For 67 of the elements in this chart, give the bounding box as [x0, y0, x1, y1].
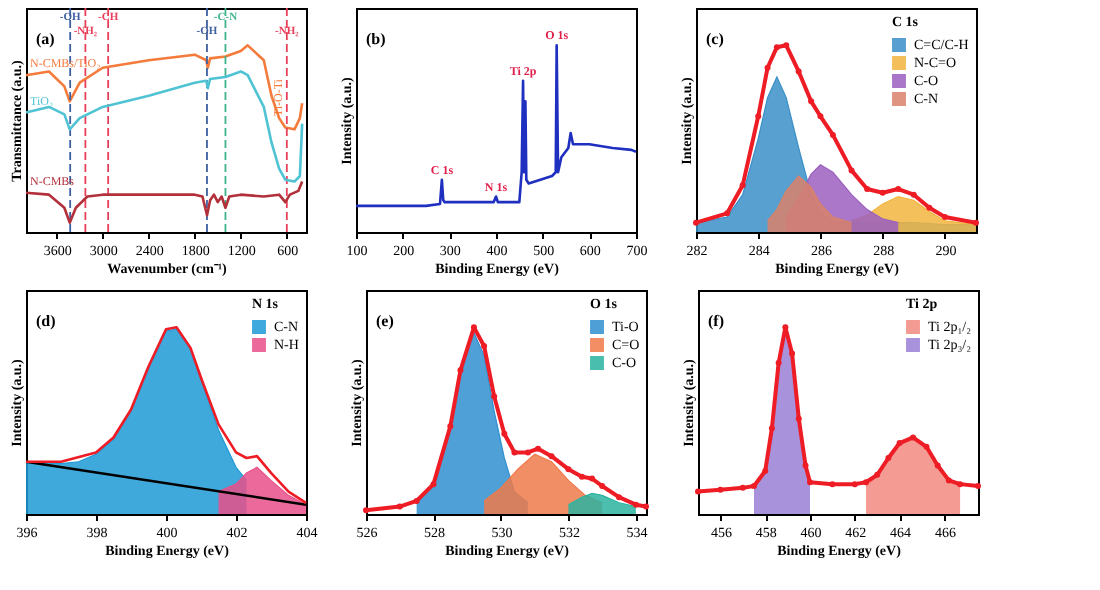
point [874, 471, 881, 478]
chart-title: (a) [36, 30, 56, 48]
point [511, 449, 518, 456]
point [926, 204, 933, 211]
point [501, 430, 508, 437]
point [599, 483, 606, 489]
point [643, 503, 649, 510]
point [693, 219, 699, 226]
point [879, 189, 886, 196]
point [632, 501, 639, 508]
point [910, 191, 917, 198]
point [762, 468, 769, 475]
point [535, 445, 542, 452]
point [848, 167, 855, 174]
point [775, 359, 782, 366]
point [524, 449, 531, 456]
point [413, 497, 420, 504]
point [755, 113, 762, 120]
point [363, 507, 369, 514]
point [910, 434, 917, 441]
point [896, 440, 903, 447]
point [851, 481, 858, 488]
point [396, 503, 403, 510]
point [934, 462, 941, 469]
chart-title: (f) [708, 312, 725, 330]
point [973, 219, 979, 226]
point [447, 423, 454, 430]
point [589, 475, 596, 482]
point [739, 484, 746, 491]
point [808, 98, 815, 105]
point [795, 68, 802, 75]
point [782, 324, 789, 331]
point [817, 113, 824, 120]
point [548, 453, 555, 460]
point [807, 479, 813, 486]
chart-title: (b) [366, 30, 387, 48]
point [565, 466, 572, 473]
point [957, 481, 964, 488]
point [895, 186, 902, 193]
point [829, 481, 836, 488]
point [724, 210, 731, 217]
point [783, 42, 790, 49]
point [578, 473, 585, 480]
point [975, 483, 981, 489]
chart-title: (c) [706, 30, 725, 48]
chart-title: (d) [36, 312, 57, 330]
point [695, 488, 701, 495]
point [802, 462, 809, 469]
point [885, 455, 892, 461]
chart-title: (e) [376, 312, 395, 330]
point [457, 367, 464, 374]
point [923, 443, 930, 450]
point [863, 479, 869, 486]
point [945, 477, 952, 484]
point [795, 415, 802, 422]
point [717, 486, 724, 493]
point [739, 182, 746, 189]
point [470, 324, 477, 331]
point [491, 393, 498, 400]
point [829, 131, 836, 138]
point [430, 481, 437, 488]
point [789, 350, 796, 357]
point [616, 494, 623, 501]
point [764, 64, 771, 71]
point [773, 44, 780, 51]
point [768, 425, 775, 432]
point [941, 214, 948, 221]
